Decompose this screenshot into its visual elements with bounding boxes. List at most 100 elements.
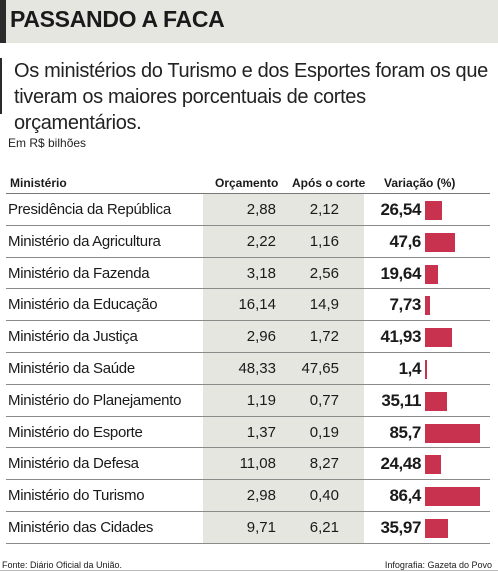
row-divider: [6, 256, 490, 258]
table-row: Ministério do Esporte 1,37 0,19 85,7: [0, 416, 498, 449]
column-header-variation: Variação (%): [384, 176, 456, 190]
table-row: Ministério da Fazenda 3,18 2,56 19,64: [0, 257, 498, 290]
variation-value: 86,4: [389, 486, 422, 506]
variation-bar: [425, 423, 480, 443]
budget-value: 11,08: [239, 455, 276, 473]
variation-bar: [425, 391, 448, 411]
budget-value: 1,19: [246, 391, 276, 409]
numeric-shade: [203, 480, 364, 511]
variation-value: 35,11: [381, 390, 421, 410]
variation-bar: [425, 232, 456, 252]
column-header-after-cut: Após o corte: [292, 176, 366, 190]
numeric-shade: [203, 194, 364, 225]
after-cut-value: 47,65: [301, 360, 339, 377]
credit-note: Infografia: Gazeta do Povo: [384, 560, 492, 570]
row-divider: [6, 415, 490, 417]
ministry-name: Ministério da Saúde: [8, 360, 135, 377]
table-row: Ministério da Saúde 48,33 47,65 1,4: [0, 353, 498, 385]
variation-value: 47,6: [389, 231, 422, 251]
table-row: Ministério da Defesa 11,08 8,27 24,48: [0, 448, 498, 481]
after-cut-value: 14,9: [309, 296, 339, 314]
variation-value: 1,4: [398, 359, 422, 378]
ministry-name: Presidência da República: [8, 201, 171, 218]
variation-bar: [425, 264, 438, 284]
budget-value: 2,88: [246, 201, 276, 218]
row-divider: [6, 320, 490, 322]
header-divider: [6, 193, 490, 194]
table-row: Ministério do Turismo 2,98 0,40 86,4: [0, 480, 498, 512]
after-cut-value: 1,16: [309, 232, 339, 250]
table-row: Ministério da Justiça 2,96 1,72 41,93: [0, 321, 498, 353]
after-cut-value: 1,72: [309, 328, 339, 346]
variation-value: 7,73: [389, 295, 422, 315]
row-divider: [6, 383, 490, 385]
ministry-name: Ministério da Justiça: [8, 328, 138, 346]
variation-bar: [425, 487, 481, 507]
budget-value: 16,14: [238, 296, 276, 314]
after-cut-value: 0,19: [309, 423, 339, 441]
budget-value: 48,33: [238, 360, 276, 377]
after-cut-value: 2,12: [309, 201, 339, 218]
row-divider: [6, 224, 490, 226]
variation-value: 85,7: [389, 422, 422, 442]
row-divider: [6, 288, 490, 290]
ministry-name: Ministério da Fazenda: [8, 264, 150, 282]
budget-value: 1,37: [246, 423, 276, 441]
numeric-shade: [203, 321, 364, 352]
variation-bar: [425, 296, 430, 316]
row-divider: [6, 351, 490, 353]
table-row: Ministério da Educação 16,14 14,9 7,73: [0, 289, 498, 322]
variation-value: 24,48: [380, 454, 421, 474]
budget-value: 3,18: [246, 264, 276, 282]
table-row: Ministério da Agricultura 2,22 1,16 47,6: [0, 225, 498, 258]
subtitle: Os ministérios do Turismo e dos Esportes…: [0, 58, 498, 134]
numeric-shade: [203, 353, 364, 384]
numeric-shade: [203, 384, 364, 416]
variation-value: 19,64: [380, 263, 421, 283]
ministry-name: Ministério das Cidades: [8, 519, 154, 536]
variation-bar: [425, 519, 449, 538]
variation-value: 35,97: [380, 518, 421, 537]
variation-bar: [425, 455, 441, 475]
after-cut-value: 2,56: [309, 264, 339, 282]
numeric-shade: [203, 257, 364, 289]
budget-value: 9,71: [246, 519, 276, 536]
numeric-shade: [203, 225, 364, 257]
variation-value: 41,93: [380, 327, 421, 347]
ministry-name: Ministério da Defesa: [8, 455, 139, 473]
unit-label: Em R$ bilhões: [8, 136, 87, 150]
ministry-name: Ministério do Turismo: [8, 487, 145, 505]
column-header-budget: Orçamento: [215, 176, 279, 190]
ministry-name: Ministério do Esporte: [8, 423, 143, 441]
row-divider: [6, 542, 490, 544]
row-divider: [6, 447, 490, 449]
table-row: Ministério das Cidades 9,71 6,21 35,97: [0, 512, 498, 544]
variation-bar: [425, 360, 427, 379]
after-cut-value: 6,21: [309, 519, 339, 536]
source-note: Fonte: Diário Oficial da União.: [2, 560, 123, 570]
ministry-name: Ministério do Planejamento: [8, 391, 182, 409]
row-divider: [6, 479, 490, 481]
column-header-name: Ministério: [10, 176, 67, 190]
numeric-shade: [203, 416, 364, 448]
title-bar: PASSANDO A FACA: [0, 0, 498, 43]
budget-value: 2,96: [246, 328, 276, 346]
after-cut-value: 0,40: [309, 487, 339, 505]
row-divider: [6, 510, 490, 512]
numeric-shade: [203, 448, 364, 480]
variation-bar: [425, 328, 452, 348]
page-title: PASSANDO A FACA: [10, 6, 225, 32]
budget-value: 2,98: [246, 487, 276, 505]
footer-divider: [0, 570, 498, 571]
numeric-shade: [203, 289, 364, 321]
budget-value: 2,22: [246, 232, 276, 250]
numeric-shade: [203, 512, 364, 543]
after-cut-value: 8,27: [309, 455, 339, 473]
after-cut-value: 0,77: [309, 391, 339, 409]
table-row: Presidência da República 2,88 2,12 26,54: [0, 194, 498, 226]
variation-value: 26,54: [380, 200, 421, 219]
table-row: Ministério do Planejamento 1,19 0,77 35,11: [0, 384, 498, 417]
variation-bar: [425, 201, 442, 220]
ministry-name: Ministério da Agricultura: [8, 232, 161, 250]
ministry-name: Ministério da Educação: [8, 296, 158, 314]
